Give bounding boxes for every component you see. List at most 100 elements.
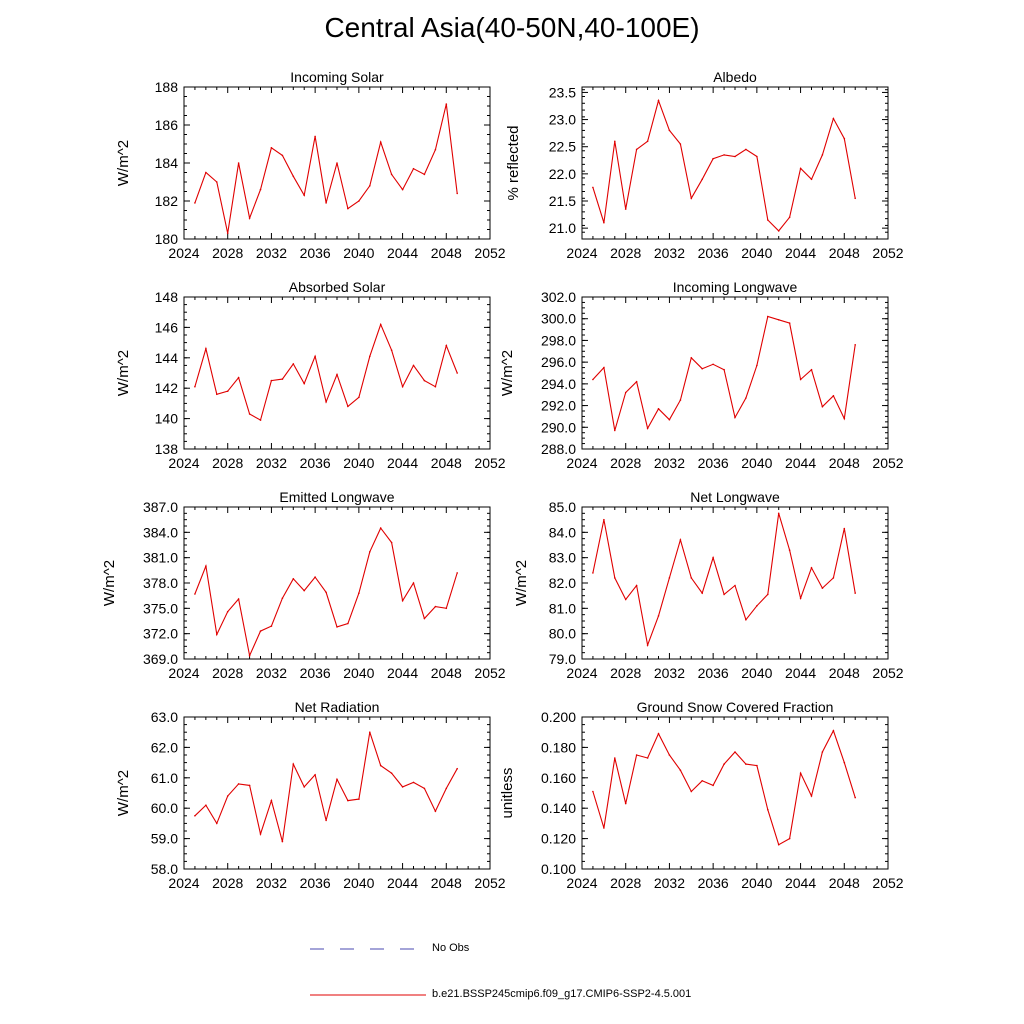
x-tick-label: 2048 — [829, 455, 860, 471]
data-point — [734, 751, 736, 753]
data-point — [712, 784, 714, 787]
panel-5: Net Longwave 2024 2028 2032 2036 2040 2044 2048… — [513, 489, 904, 681]
y-axis-label: W/m^2 — [513, 560, 530, 606]
x-tick-label: 2036 — [300, 455, 331, 471]
data-point — [369, 185, 371, 187]
plot-frame — [581, 296, 889, 450]
y-tick-label: 288.0 — [541, 441, 576, 457]
panel-2: Absorbed Solar 2024 2028 2032 2036 2040 2044 20… — [115, 279, 506, 471]
x-tick-label: 2044 — [785, 245, 816, 261]
data-point — [854, 197, 856, 200]
data-point — [854, 592, 856, 594]
plot-frame — [183, 296, 491, 450]
panel-title: Ground Snow Covered Fraction — [637, 699, 834, 715]
series-line — [194, 732, 458, 842]
x-tick-label: 2032 — [256, 665, 287, 681]
data-point — [701, 592, 703, 594]
y-tick-label: 384.0 — [143, 524, 178, 540]
data-point — [401, 385, 404, 388]
y-tick-label: 61.0 — [151, 770, 178, 786]
data-point — [248, 654, 251, 657]
data-point — [810, 368, 813, 371]
series-line — [592, 315, 856, 431]
y-tick-label: 21.0 — [549, 220, 576, 236]
data-point — [194, 385, 196, 388]
y-axis-label: unitless — [499, 768, 516, 819]
data-point — [788, 837, 791, 840]
x-tick-label: 2040 — [741, 455, 772, 471]
data-point — [646, 140, 649, 143]
data-point — [756, 764, 758, 767]
data-point — [821, 405, 824, 408]
y-tick-label: 23.5 — [549, 84, 576, 100]
x-tick-label: 2040 — [343, 665, 374, 681]
panel-3: Incoming Longwave 2024 2028 2032 2036 2040 204… — [499, 279, 904, 471]
data-point — [226, 390, 229, 393]
y-axis-label: % reflected — [505, 125, 522, 200]
y-tick-label: 138 — [155, 441, 179, 457]
x-tick-label: 2052 — [474, 455, 505, 471]
x-tick-label: 2032 — [654, 875, 685, 891]
legend-obs-swatch — [310, 948, 418, 950]
data-point — [843, 417, 846, 420]
legend-model: b.e21.BSSP245cmip6.f09_g17.CMIP6-SSP2-4.… — [310, 986, 730, 1006]
data-point — [723, 593, 725, 596]
data-point — [657, 99, 660, 102]
x-tick-label: 2052 — [872, 665, 903, 681]
x-tick-label: 2040 — [741, 665, 772, 681]
data-point — [603, 518, 605, 521]
y-tick-label: 0.180 — [541, 739, 576, 755]
panel-title: Absorbed Solar — [289, 279, 386, 295]
x-tick-label: 2036 — [698, 245, 729, 261]
x-tick-label: 2052 — [474, 245, 505, 261]
data-point — [423, 617, 426, 620]
data-point — [412, 364, 415, 367]
data-point — [767, 808, 769, 811]
data-point — [423, 379, 426, 382]
series-line — [194, 322, 458, 421]
data-point — [854, 796, 856, 799]
panel-0: Incoming Solar 2024 2028 2032 2036 2040 2044 20… — [115, 69, 506, 261]
x-tick-label: 2048 — [829, 245, 860, 261]
data-point — [456, 192, 459, 195]
series-line — [592, 729, 856, 846]
y-tick-label: 0.100 — [541, 861, 576, 877]
y-tick-label: 142 — [155, 380, 179, 396]
data-point — [456, 767, 459, 770]
data-point — [810, 567, 813, 569]
data-point — [679, 539, 682, 541]
data-point — [690, 790, 693, 793]
y-tick-label: 372.0 — [143, 626, 178, 642]
data-point — [369, 731, 371, 733]
data-point — [712, 363, 714, 366]
data-point — [336, 626, 338, 628]
y-tick-label: 302.0 — [541, 289, 576, 305]
series-line — [194, 103, 458, 234]
data-point — [390, 541, 393, 544]
data-point — [767, 219, 769, 221]
data-point — [603, 827, 605, 829]
y-tick-label: 58.0 — [151, 861, 178, 877]
y-tick-label: 298.0 — [541, 332, 576, 348]
data-point — [226, 795, 229, 797]
y-tick-label: 22.0 — [549, 166, 576, 182]
data-point — [614, 429, 616, 432]
x-tick-label: 2040 — [343, 245, 374, 261]
data-point — [701, 367, 703, 370]
x-tick-label: 2036 — [698, 875, 729, 891]
data-point — [821, 587, 824, 589]
data-point — [635, 380, 638, 383]
y-tick-label: 144 — [155, 350, 179, 366]
data-point — [854, 344, 856, 346]
data-point — [635, 148, 638, 151]
data-point — [303, 589, 306, 592]
data-point — [270, 625, 273, 627]
x-tick-label: 2028 — [212, 875, 243, 891]
data-point — [668, 418, 671, 421]
data-point — [592, 186, 594, 189]
panel-1: Albedo 2024 2028 2032 2036 2040 2044 2048 2052 21… — [505, 69, 904, 261]
panel-title: Net Longwave — [690, 489, 780, 505]
data-point — [668, 129, 671, 132]
data-point — [832, 395, 835, 397]
data-point — [336, 373, 338, 376]
